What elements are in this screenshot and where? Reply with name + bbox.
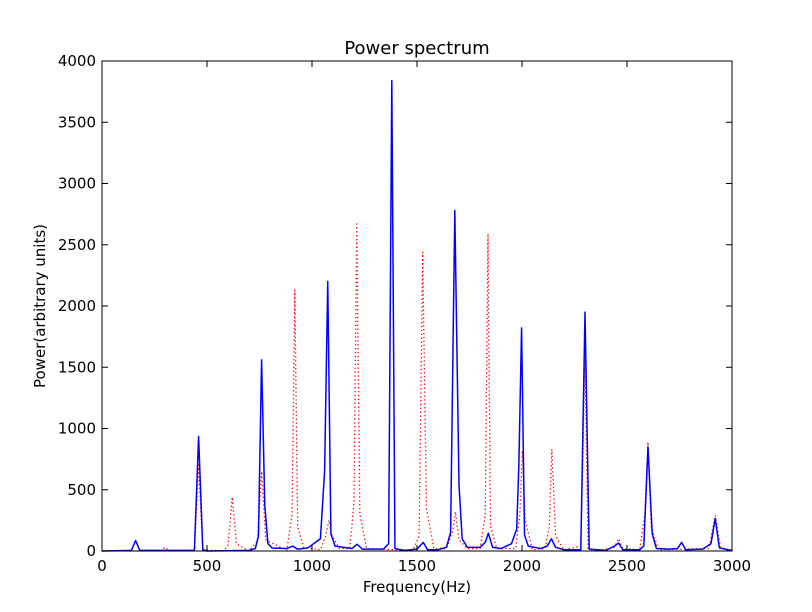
y-tick-label: 500 [67,481,96,499]
plot-area [101,79,733,552]
y-tick-label: 3500 [58,113,96,131]
y-tick-label: 2500 [58,236,96,254]
y-tick-label: 0 [86,542,96,560]
x-axis-label: Frequency(Hz) [363,578,471,596]
x-tick-label: 1500 [398,557,436,575]
chart-title: Power spectrum [344,38,489,59]
y-tick-label: 1500 [58,358,96,376]
x-tick-label: 2500 [608,557,646,575]
x-tick-label: 3000 [713,557,751,575]
series-line-solid-blue [101,79,733,552]
plot-frame [101,60,733,552]
axis-ticks: 0 500 1000 1500 2000 2500 3000 0 500 1000 1500 2000… [58,52,751,575]
y-tick-label: 4000 [58,52,96,70]
y-tick-label: 2000 [58,297,96,315]
x-tick-label: 1000 [293,557,331,575]
x-tick-label: 2000 [503,557,541,575]
y-tick-label: 3000 [58,175,96,193]
y-tick-label: 1000 [58,420,96,438]
x-tick-label: 0 [97,557,107,575]
x-tick-label: 500 [193,557,222,575]
y-axis-label: Power(arbitrary units) [31,224,49,388]
